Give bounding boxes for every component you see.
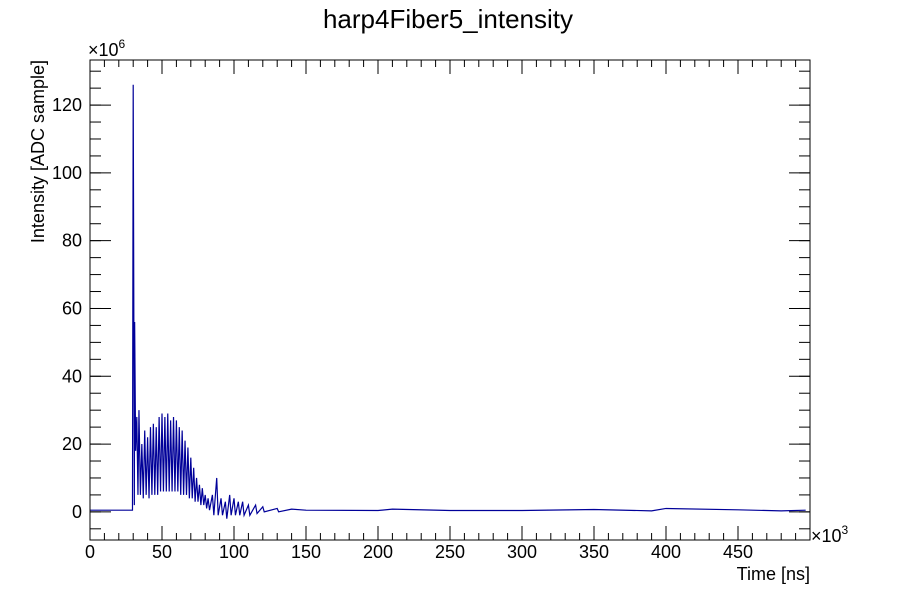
y-multiplier-exp: 6 <box>119 37 126 51</box>
x-axis-label: Time [ns] <box>737 564 810 584</box>
x-tick-label: 100 <box>219 542 249 562</box>
x-multiplier: ×103 <box>811 523 849 546</box>
x-tick-label: 400 <box>651 542 681 562</box>
y-multiplier: ×106 <box>88 37 126 60</box>
y-tick-label: 40 <box>62 366 82 386</box>
y-tick-label: 100 <box>52 163 82 183</box>
x-tick-label: 150 <box>291 542 321 562</box>
chart-title: harp4Fiber5_intensity <box>323 4 573 34</box>
x-tick-label: 200 <box>363 542 393 562</box>
y-tick-label: 20 <box>62 434 82 454</box>
x-tick-label: 0 <box>85 542 95 562</box>
x-tick-label: 350 <box>579 542 609 562</box>
x-multiplier-base: ×10 <box>811 526 842 546</box>
plot-frame <box>89 59 811 541</box>
y-axis-label: Intensity [ADC sample] <box>28 60 48 243</box>
y-tick-label: 0 <box>72 502 82 522</box>
y-tick-label: 120 <box>52 95 82 115</box>
x-multiplier-exp: 3 <box>842 523 849 537</box>
x-tick-label: 450 <box>723 542 753 562</box>
x-tick-label: 50 <box>152 542 172 562</box>
y-tick-label: 80 <box>62 231 82 251</box>
y-tick-label: 60 <box>62 298 82 318</box>
y-multiplier-base: ×10 <box>88 40 119 60</box>
data-line <box>90 84 806 519</box>
x-tick-label: 250 <box>435 542 465 562</box>
x-tick-label: 300 <box>507 542 537 562</box>
